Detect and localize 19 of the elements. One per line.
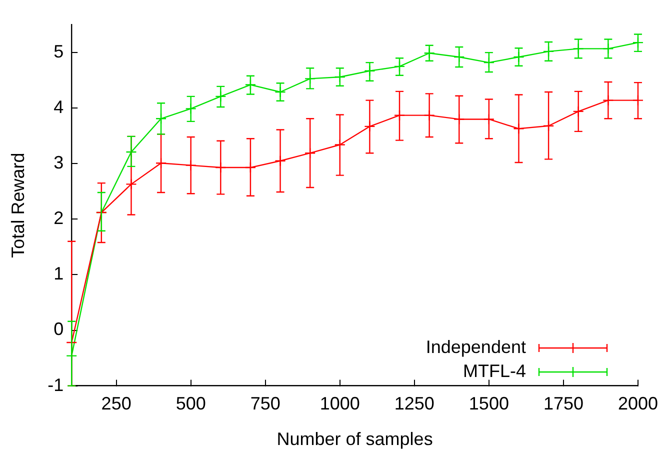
x-tick-label: 1750: [543, 394, 584, 414]
y-axis-title: Total Reward: [8, 152, 28, 258]
x-tick-label: 1250: [394, 394, 434, 414]
y-tick-label: 2: [54, 208, 64, 228]
x-tick-label: 1500: [468, 394, 509, 414]
legend-label: Independent: [426, 337, 526, 358]
x-tick-label: 250: [101, 394, 132, 414]
y-tick-label: 1: [54, 264, 64, 284]
y-tick-label: 3: [54, 152, 64, 173]
y-tick-label: 0: [54, 319, 64, 340]
x-tick-label: 750: [250, 394, 280, 414]
y-tick-label: -1: [48, 374, 64, 395]
x-tick-label: 2000: [618, 394, 658, 414]
x-axis-title: Number of samples: [276, 429, 433, 450]
x-tick-label: 500: [176, 394, 206, 414]
x-tick-label: 1000: [320, 394, 360, 414]
y-tick-label: 5: [54, 42, 64, 62]
legend-label: MTFL-4: [462, 361, 526, 382]
y-tick-label: 4: [54, 97, 64, 118]
